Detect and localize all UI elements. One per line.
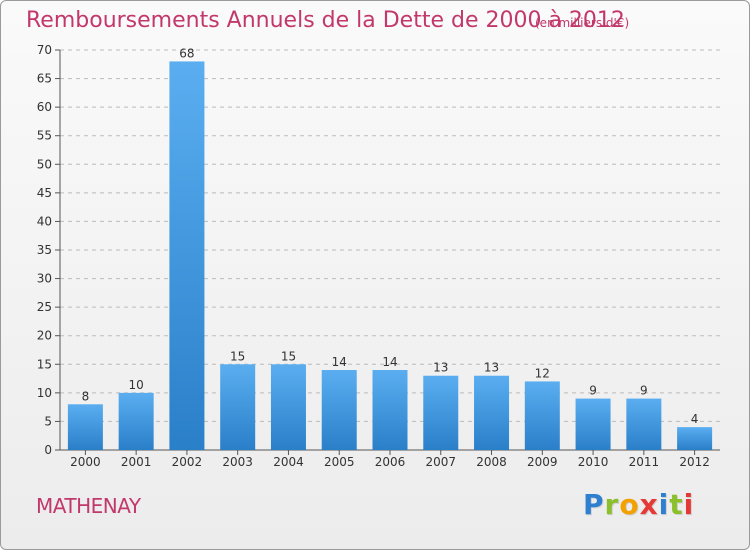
- logo-letter: o: [619, 488, 640, 521]
- x-tick-label: 2006: [375, 455, 406, 469]
- y-tick-label: 50: [37, 157, 52, 171]
- y-tick-label: 45: [37, 186, 52, 200]
- x-tick-label: 2009: [527, 455, 558, 469]
- bar-value-label: 4: [691, 412, 699, 426]
- bar-value-label: 15: [230, 349, 245, 363]
- x-tick-label: 2000: [70, 455, 101, 469]
- bar-value-label: 14: [332, 355, 347, 369]
- logo-letter: r: [604, 488, 620, 521]
- bar-value-label: 68: [179, 46, 194, 60]
- bar: [220, 364, 256, 450]
- bar: [423, 375, 459, 450]
- y-tick-label: 60: [37, 100, 52, 114]
- x-tick-label: 2001: [121, 455, 152, 469]
- y-tick-label: 25: [37, 300, 52, 314]
- x-tick-label: 2005: [324, 455, 355, 469]
- bar: [575, 398, 611, 450]
- bar-value-label: 9: [589, 384, 597, 398]
- logo-letter: t: [669, 488, 684, 521]
- x-tick-label: 2011: [629, 455, 660, 469]
- bar: [169, 61, 205, 451]
- bar-value-label: 14: [382, 355, 397, 369]
- bar: [270, 364, 306, 450]
- bar: [118, 392, 154, 450]
- bar: [677, 427, 713, 450]
- y-tick-label: 65: [37, 72, 52, 86]
- y-tick-label: 15: [37, 357, 52, 371]
- bars: [67, 61, 713, 451]
- bar-value-label: 8: [82, 389, 90, 403]
- bar-value-label: 10: [129, 378, 144, 392]
- value-labels: 8 10 68 15 15 14 14 13 13 12 9 9 4: [82, 46, 699, 426]
- proxiti-logo: Proxiti: [583, 488, 694, 521]
- bar-value-label: 13: [484, 361, 499, 375]
- bar: [626, 398, 662, 450]
- bar: [474, 375, 510, 450]
- bar-value-label: 9: [640, 384, 648, 398]
- x-tick-label: 2003: [222, 455, 253, 469]
- logo-letter: i: [683, 488, 695, 521]
- y-tick-label: 5: [44, 414, 52, 428]
- y-tick-label: 30: [37, 272, 52, 286]
- y-tick-label: 55: [37, 129, 52, 143]
- bar: [67, 404, 103, 450]
- logo-letter: x: [639, 488, 659, 521]
- x-tick-label: 2002: [172, 455, 203, 469]
- y-tick-label: 0: [44, 443, 52, 457]
- bar-value-label: 15: [281, 349, 296, 363]
- x-tick-label: 2007: [425, 455, 456, 469]
- gridlines: [60, 49, 720, 422]
- bar: [321, 370, 357, 450]
- chart-title: Remboursements Annuels de la Dette de 20…: [26, 8, 625, 33]
- bar-value-label: 12: [535, 366, 550, 380]
- x-tick-label: 2004: [273, 455, 304, 469]
- logo-letter: i: [658, 488, 670, 521]
- x-tick-label: 2012: [679, 455, 710, 469]
- y-tick-label: 70: [37, 43, 52, 57]
- commune-name: MATHENAY: [36, 494, 141, 518]
- y-tick-label: 35: [37, 243, 52, 257]
- y-tick-label: 20: [37, 329, 52, 343]
- bar-value-label: 13: [433, 361, 448, 375]
- y-tick-label: 10: [37, 386, 52, 400]
- y-tick-label: 40: [37, 214, 52, 228]
- bar: [372, 370, 408, 450]
- chart-unit: (en milliers d'€): [535, 16, 630, 30]
- logo-letter: P: [583, 488, 605, 521]
- x-tick-label: 2010: [578, 455, 609, 469]
- bar: [524, 381, 560, 450]
- tick-labels: 0 5 10 15 20 25 30 35 40 45 50 55 60 65 70 2000 2001 2002…: [37, 43, 710, 469]
- x-tick-label: 2008: [476, 455, 507, 469]
